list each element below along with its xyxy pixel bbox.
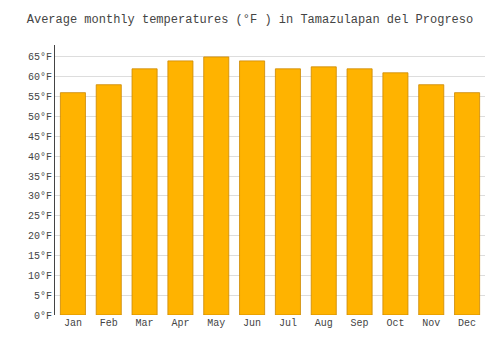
svg-text:65°F: 65°F — [28, 52, 52, 63]
svg-text:15°F: 15°F — [28, 251, 52, 262]
svg-text:Average monthly temperatures (: Average monthly temperatures (°F ) in Ta… — [27, 13, 473, 27]
svg-text:Apr: Apr — [171, 318, 189, 329]
svg-text:25°F: 25°F — [28, 211, 52, 222]
svg-text:Jun: Jun — [243, 318, 261, 329]
svg-text:40°F: 40°F — [28, 152, 52, 163]
svg-text:5°F: 5°F — [34, 291, 52, 302]
svg-text:Jan: Jan — [64, 318, 82, 329]
svg-text:Jul: Jul — [279, 318, 297, 329]
svg-text:55°F: 55°F — [28, 92, 52, 103]
svg-text:Mar: Mar — [136, 318, 154, 329]
svg-text:30°F: 30°F — [28, 191, 52, 202]
svg-text:May: May — [207, 318, 225, 329]
svg-text:Nov: Nov — [422, 318, 440, 329]
svg-text:35°F: 35°F — [28, 172, 52, 183]
svg-text:Feb: Feb — [100, 318, 118, 329]
svg-text:Sep: Sep — [351, 318, 369, 329]
svg-text:50°F: 50°F — [28, 112, 52, 123]
svg-text:45°F: 45°F — [28, 132, 52, 143]
svg-text:10°F: 10°F — [28, 271, 52, 282]
svg-text:Aug: Aug — [315, 318, 333, 329]
svg-text:Oct: Oct — [386, 318, 404, 329]
svg-text:60°F: 60°F — [28, 72, 52, 83]
svg-text:0°F: 0°F — [34, 311, 52, 322]
svg-text:Dec: Dec — [458, 318, 476, 329]
svg-text:20°F: 20°F — [28, 231, 52, 242]
